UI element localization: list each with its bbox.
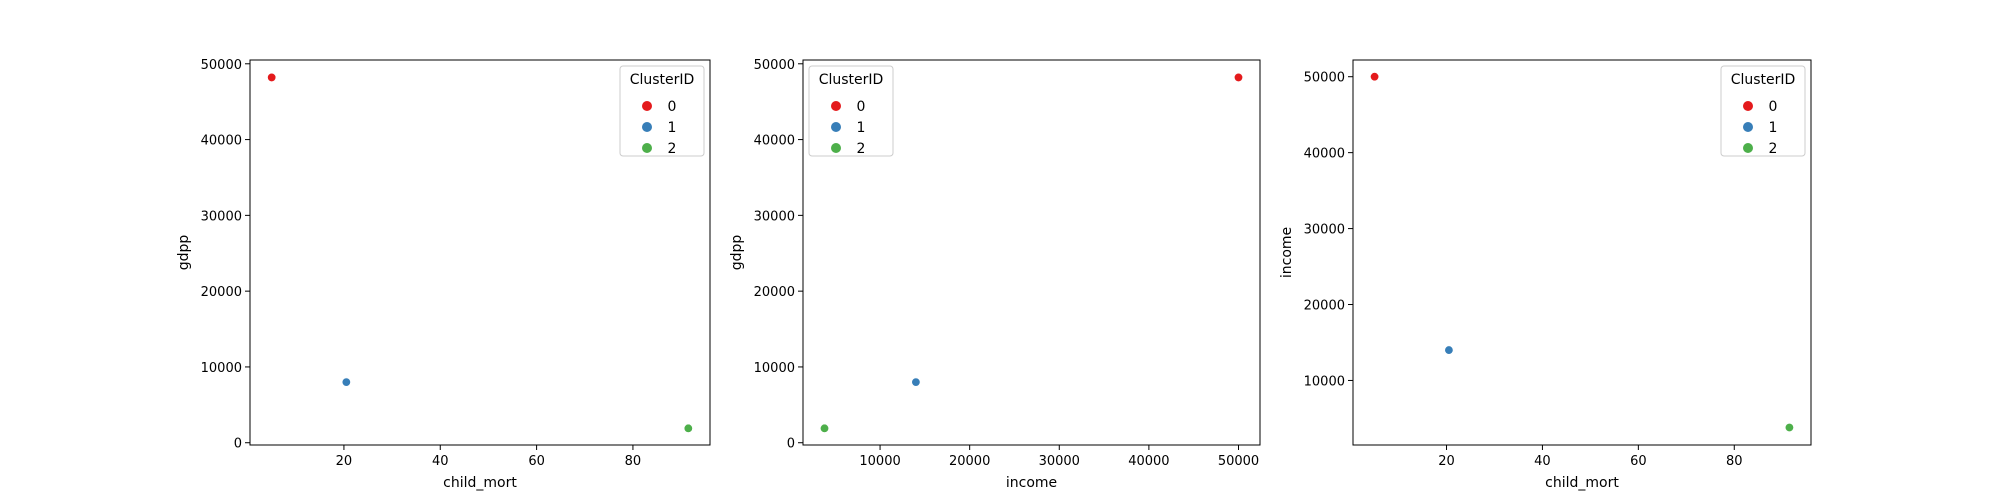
x-tick-label: 40 (1534, 454, 1551, 469)
y-tick-label: 50000 (201, 58, 242, 73)
legend-box (808, 65, 894, 157)
data-point-cluster-0 (1233, 72, 1243, 82)
axes-frame (1352, 59, 1812, 446)
x-tick-label: 80 (625, 454, 642, 469)
y-axis-label: income (1279, 227, 1295, 278)
legend-box (619, 65, 705, 157)
legend: ClusterID 0 1 2 (808, 65, 894, 157)
y-tick-label: 50000 (1304, 71, 1345, 86)
data-point-cluster-0 (267, 72, 277, 82)
x-axis-label: child_mort (443, 475, 517, 491)
axes-frame (802, 59, 1261, 446)
data-point-cluster-1 (341, 377, 351, 387)
data-point-cluster-1 (1444, 345, 1454, 355)
y-tick-label: 10000 (201, 361, 242, 376)
legend-title: ClusterID (819, 72, 884, 88)
x-tick-label: 60 (528, 454, 545, 469)
legend-label: 2 (1769, 141, 1778, 157)
x-tick-label: 10000 (859, 454, 900, 469)
y-tick-label: 0 (787, 437, 795, 452)
legend-marker-cluster-0 (831, 101, 841, 111)
y-tick-label: 30000 (754, 209, 795, 224)
x-tick-label: 50000 (1218, 454, 1259, 469)
y-tick-label: 10000 (754, 361, 795, 376)
legend-marker-cluster-1 (1743, 122, 1753, 132)
y-tick-label: 50000 (754, 58, 795, 73)
x-tick-label: 20000 (949, 454, 990, 469)
y-tick-label: 30000 (201, 209, 242, 224)
legend-label: 0 (1769, 99, 1778, 115)
data-point-cluster-2 (820, 423, 830, 433)
x-tick-label: 20 (1438, 454, 1455, 469)
x-tick-label: 80 (1726, 454, 1743, 469)
legend-label: 1 (668, 120, 677, 136)
legend-label: 2 (668, 141, 677, 157)
y-tick-label: 20000 (1304, 299, 1345, 314)
legend-label: 1 (1769, 120, 1778, 136)
data-point-cluster-1 (911, 377, 921, 387)
y-tick-label: 20000 (754, 285, 795, 300)
legend-title: ClusterID (630, 72, 695, 88)
x-tick-label: 40 (432, 454, 449, 469)
legend-marker-cluster-0 (1743, 101, 1753, 111)
legend-title: ClusterID (1731, 72, 1796, 88)
legend-label: 0 (668, 99, 677, 115)
legend-label: 2 (857, 141, 866, 157)
y-axis-label: gdpp (176, 235, 192, 271)
legend-marker-cluster-0 (642, 101, 652, 111)
legend: ClusterID 0 1 2 (1720, 65, 1806, 157)
scatter-panel-1: 20 40 60 8001000020000300004000050000child_… (176, 58, 711, 491)
data-point-cluster-0 (1370, 72, 1380, 82)
x-tick-label: 30000 (1039, 454, 1080, 469)
data-point-cluster-2 (683, 423, 693, 433)
legend-label: 1 (857, 120, 866, 136)
legend-label: 0 (857, 99, 866, 115)
scatter-panel-2: 10000 20000 30000 40000 50000 0 10000 20000 3000… (729, 58, 1261, 491)
legend-marker-cluster-2 (642, 143, 652, 153)
axes-frame (249, 59, 711, 446)
y-tick-label: 30000 (1304, 223, 1345, 238)
x-tick-label: 20 (336, 454, 353, 469)
data-point-cluster-2 (1784, 423, 1794, 433)
y-tick-label: 40000 (1304, 147, 1345, 162)
y-tick-label: 40000 (754, 134, 795, 149)
y-tick-label: 0 (234, 437, 242, 452)
scatter-panel-3: 20 40 60 801000020000300004000050000child_m… (1279, 59, 1812, 491)
legend-marker-cluster-2 (831, 143, 841, 153)
legend-marker-cluster-1 (831, 122, 841, 132)
y-axis-label: gdpp (729, 235, 745, 271)
x-axis-label: income (1006, 475, 1057, 491)
legend-marker-cluster-1 (642, 122, 652, 132)
y-tick-label: 40000 (201, 134, 242, 149)
y-tick-label: 10000 (1304, 374, 1345, 389)
legend-box (1720, 65, 1806, 157)
y-tick-label: 20000 (201, 285, 242, 300)
x-tick-label: 40000 (1128, 454, 1169, 469)
legend-marker-cluster-2 (1743, 143, 1753, 153)
x-tick-label: 60 (1630, 454, 1647, 469)
x-axis-label: child_mort (1545, 475, 1619, 491)
legend: ClusterID 0 1 2 (619, 65, 705, 157)
